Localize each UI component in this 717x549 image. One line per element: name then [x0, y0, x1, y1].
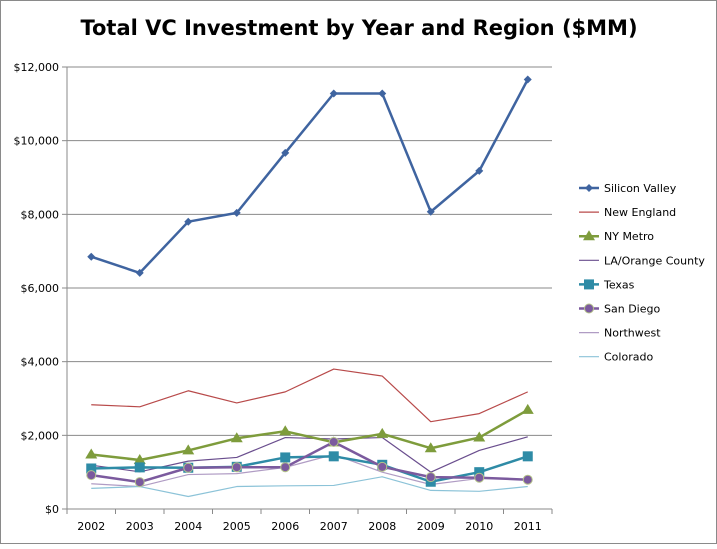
legend-label: NY Metro: [604, 230, 654, 243]
x-tick-label: 2008: [368, 520, 396, 533]
data-point: [328, 451, 339, 462]
data-point: [378, 89, 387, 98]
series-line: [90, 78, 529, 275]
x-tick-label: 2003: [126, 520, 154, 533]
data-point: [184, 217, 193, 226]
data-point: [425, 472, 436, 483]
x-tick-label: 2007: [320, 520, 348, 533]
data-point: [473, 431, 486, 442]
legend-item: Texas: [579, 278, 635, 291]
x-tick-label: 2005: [223, 520, 251, 533]
legend-label: Colorado: [604, 351, 653, 364]
data-point: [133, 454, 146, 465]
data-point: [584, 303, 594, 314]
data-point: [584, 279, 594, 290]
data-point: [135, 268, 144, 277]
data-point: [329, 89, 338, 98]
x-tick-label: 2009: [417, 520, 445, 533]
data-point: [85, 448, 98, 459]
data-point: [522, 451, 533, 462]
data-point: [230, 432, 243, 443]
data-point: [376, 427, 389, 438]
data-point: [134, 477, 145, 488]
data-point: [281, 148, 290, 157]
data-point: [182, 444, 195, 455]
series-line: [91, 476, 528, 498]
legend-label: Northwest: [604, 327, 661, 340]
legend-label: New England: [604, 206, 676, 219]
data-point: [279, 425, 292, 436]
x-tick-label: 2002: [77, 520, 105, 533]
legend-item: LA/Orange County: [579, 254, 705, 267]
x-tick-label: 2010: [465, 520, 493, 533]
legend-label: Silicon Valley: [604, 182, 677, 195]
data-point: [474, 467, 485, 478]
y-tick-label: $2,000: [21, 429, 60, 442]
series-line: [91, 408, 529, 462]
legend-label: San Diego: [604, 303, 660, 316]
series-line: [91, 368, 528, 423]
series-northwest: [91, 453, 528, 488]
legend-item: Silicon Valley: [579, 182, 677, 195]
data-point: [86, 463, 97, 474]
data-point: [86, 470, 97, 481]
data-point: [523, 75, 532, 84]
x-tick-label: 2006: [271, 520, 299, 533]
series-san-diego: [86, 436, 533, 488]
y-tick-label: $4,000: [21, 356, 60, 369]
legend-label: Texas: [603, 278, 635, 291]
data-point: [474, 472, 485, 483]
series-silicon-valley: [87, 75, 532, 277]
y-tick-label: $8,000: [21, 208, 60, 221]
y-tick-label: $12,000: [14, 61, 60, 74]
data-point: [280, 462, 291, 473]
data-point: [377, 461, 388, 472]
x-tick-label: 2004: [174, 520, 202, 533]
data-point: [475, 166, 484, 175]
data-point: [424, 442, 437, 453]
series-line: [91, 440, 528, 484]
legend-item: San Diego: [579, 303, 660, 316]
legend-label: LA/Orange County: [604, 254, 705, 267]
series-new-england: [91, 368, 528, 423]
y-tick-label: $0: [45, 503, 59, 516]
legend-item: Northwest: [579, 327, 661, 340]
x-tick-label: 2011: [514, 520, 542, 533]
data-point: [583, 230, 595, 241]
chart-title: Total VC Investment by Year and Region (…: [80, 16, 637, 40]
data-point: [280, 452, 291, 463]
data-point: [521, 403, 534, 414]
y-tick-label: $6,000: [21, 282, 60, 295]
data-point: [328, 436, 339, 447]
series-colorado: [91, 476, 528, 498]
data-point: [232, 208, 241, 217]
legend-item: Colorado: [579, 351, 653, 364]
data-point: [522, 474, 533, 485]
y-tick-label: $10,000: [14, 135, 60, 148]
data-point: [87, 252, 96, 261]
data-point: [426, 207, 435, 216]
data-point: [231, 462, 242, 473]
legend-item: NY Metro: [579, 230, 654, 243]
legend-item: New England: [579, 206, 676, 219]
series-line: [91, 453, 528, 488]
data-point: [134, 462, 145, 473]
data-point: [585, 184, 593, 192]
data-point: [183, 462, 194, 473]
